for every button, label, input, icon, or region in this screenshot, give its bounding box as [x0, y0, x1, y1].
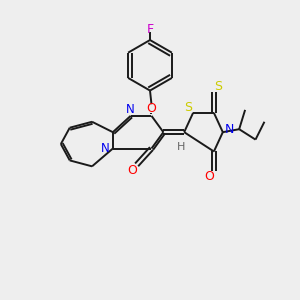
Text: H: H	[177, 142, 185, 152]
Text: N: N	[126, 103, 135, 116]
Text: S: S	[184, 101, 192, 114]
Text: S: S	[214, 80, 222, 93]
Text: O: O	[204, 170, 214, 183]
Text: O: O	[146, 102, 156, 115]
Text: N: N	[225, 123, 234, 136]
Text: N: N	[101, 142, 110, 155]
Text: F: F	[146, 23, 154, 36]
Text: O: O	[127, 164, 137, 177]
